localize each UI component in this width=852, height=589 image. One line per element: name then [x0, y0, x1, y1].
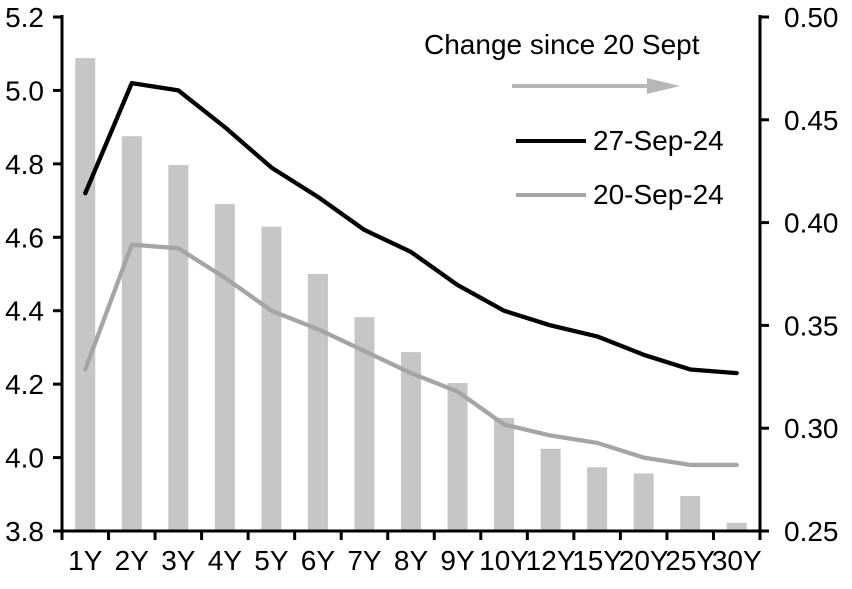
right-tick-label: 0.25 — [784, 516, 839, 547]
bar-9Y — [447, 382, 468, 531]
line-20-Sep-24 — [83, 242, 739, 468]
x-tick-label: 4Y — [208, 545, 243, 576]
left-tick-label: 4.4 — [5, 296, 44, 327]
right-tick-label: 0.45 — [784, 105, 839, 136]
bar-6Y — [307, 274, 328, 531]
bar-3Y — [168, 165, 189, 532]
x-tick-label: 2Y — [115, 545, 150, 576]
right-tick-label: 0.50 — [784, 2, 839, 33]
bar-20Y — [633, 473, 654, 531]
bar-5Y — [261, 226, 282, 531]
left-tick-label: 4.6 — [5, 222, 44, 253]
bar-1Y — [75, 58, 96, 532]
bar-4Y — [214, 204, 235, 531]
x-tick-label: 12Y — [526, 545, 576, 576]
x-tick-label: 8Y — [394, 545, 429, 576]
line-27-Sep-24 — [83, 80, 739, 376]
x-tick-label: 1Y — [68, 545, 103, 576]
left-tick-label: 4.8 — [5, 149, 44, 180]
bar-8Y — [401, 352, 421, 531]
x-tick-label: 7Y — [347, 545, 382, 576]
x-tick-label: 20Y — [619, 545, 669, 576]
left-tick-label: 3.8 — [5, 516, 44, 547]
bar-25Y — [680, 496, 701, 531]
x-tick-label: 15Y — [572, 545, 622, 576]
right-tick-label: 0.40 — [784, 208, 839, 239]
x-tick-label: 3Y — [161, 545, 196, 576]
right-tick-label: 0.30 — [784, 413, 839, 444]
x-tick-label: 9Y — [440, 545, 475, 576]
bar-12Y — [540, 448, 561, 531]
x-tick-label: 5Y — [254, 545, 289, 576]
bar-7Y — [354, 317, 375, 531]
bar-30Y — [726, 522, 747, 531]
left-tick-label: 4.2 — [5, 369, 44, 400]
bar-15Y — [587, 467, 608, 531]
right-tick-label: 0.35 — [784, 310, 839, 341]
left-tick-label: 5.2 — [5, 2, 44, 33]
x-tick-label: 6Y — [301, 545, 336, 576]
bar-2Y — [121, 136, 142, 532]
bar-10Y — [494, 417, 515, 531]
left-tick-label: 4.0 — [5, 443, 44, 474]
x-tick-label: 25Y — [665, 545, 715, 576]
left-tick-label: 5.0 — [5, 75, 44, 106]
x-tick-label: 30Y — [712, 545, 762, 576]
x-tick-label: 10Y — [479, 545, 529, 576]
